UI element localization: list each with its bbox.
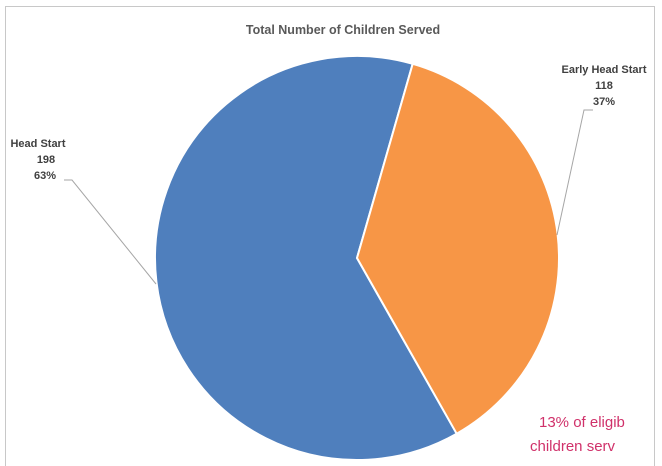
leader-line-early-head-start <box>556 109 593 236</box>
label-early-head-start: Early Head Start 118 37% <box>562 64 647 108</box>
annotation-line-1: 13% of eligib <box>539 414 625 431</box>
label-early-head-start-name: Early Head Start <box>562 64 647 76</box>
chart-title: Total Number of Children Served <box>246 23 440 37</box>
annotation-note: 13% of eligib children serv <box>530 414 625 455</box>
label-early-head-start-percent: 37% <box>593 96 615 108</box>
slice-head-start <box>154 55 459 461</box>
label-early-head-start-value: 118 <box>595 80 613 92</box>
leader-line-head-start <box>64 179 157 285</box>
label-head-start-percent: 63% <box>34 170 56 182</box>
leader-lines <box>64 109 593 285</box>
label-head-start-value: 198 <box>37 154 55 166</box>
label-head-start: Head Start 198 63% <box>10 138 65 182</box>
label-head-start-name: Head Start <box>10 138 65 150</box>
annotation-line-2: children serv <box>530 438 616 455</box>
pie-slices <box>154 55 560 461</box>
